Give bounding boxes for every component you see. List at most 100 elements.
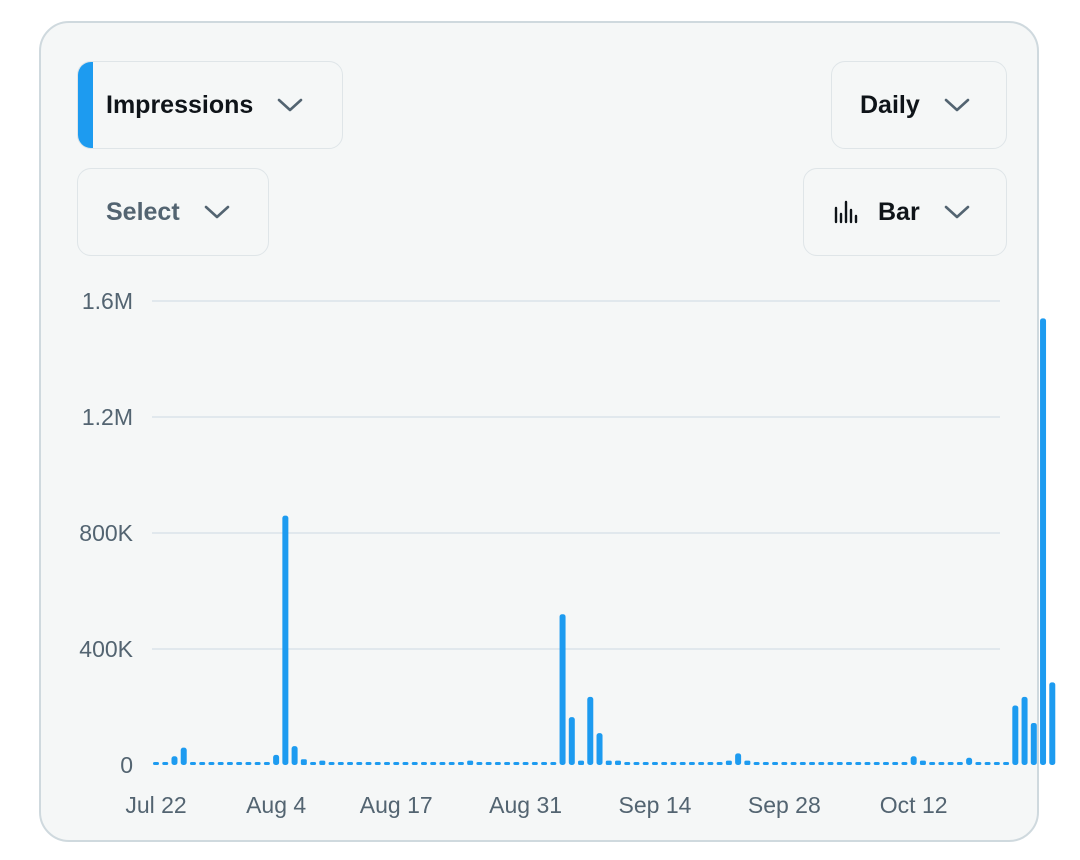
chart-bar[interactable] bbox=[753, 762, 760, 765]
chart-bar[interactable] bbox=[605, 760, 612, 765]
chart-bar[interactable] bbox=[725, 760, 732, 765]
chart-bar[interactable] bbox=[615, 760, 621, 765]
chart-bar[interactable] bbox=[171, 756, 178, 765]
chart-bar[interactable] bbox=[467, 760, 474, 765]
chart-bar[interactable] bbox=[864, 762, 871, 765]
chart-bar[interactable] bbox=[892, 762, 899, 765]
chart-bar[interactable] bbox=[1003, 762, 1010, 765]
chart-bar[interactable] bbox=[300, 759, 307, 765]
metric-dropdown[interactable]: Impressions bbox=[77, 61, 343, 149]
chart-bar[interactable] bbox=[356, 762, 363, 765]
chart-bar[interactable] bbox=[772, 762, 779, 765]
chart-bar[interactable] bbox=[846, 762, 852, 765]
chart-bar[interactable] bbox=[882, 762, 889, 765]
chart-bar[interactable] bbox=[596, 733, 603, 765]
chart-bar[interactable] bbox=[1012, 705, 1019, 765]
chart-bar[interactable] bbox=[947, 762, 954, 765]
chart-bar[interactable] bbox=[966, 757, 973, 765]
chart-bar[interactable] bbox=[365, 762, 372, 765]
chart-bar[interactable] bbox=[1040, 318, 1047, 765]
chart-bar[interactable] bbox=[199, 762, 206, 765]
chart-bar[interactable] bbox=[633, 762, 640, 765]
chart-bar[interactable] bbox=[180, 747, 187, 765]
chart-bar[interactable] bbox=[1030, 722, 1037, 765]
chart-bar[interactable] bbox=[559, 614, 566, 765]
chart-bar[interactable] bbox=[1049, 682, 1056, 765]
chart-bar[interactable] bbox=[504, 762, 511, 765]
chart-bar[interactable] bbox=[901, 762, 908, 765]
chart-bar[interactable] bbox=[485, 762, 492, 765]
chart-bar[interactable] bbox=[217, 762, 224, 765]
chart-bar[interactable] bbox=[688, 762, 695, 765]
chart-bar[interactable] bbox=[310, 762, 317, 765]
chart-bar[interactable] bbox=[984, 762, 991, 765]
chart-bar[interactable] bbox=[855, 762, 862, 765]
chart-bar[interactable] bbox=[975, 762, 982, 765]
chart-bar[interactable] bbox=[642, 762, 649, 765]
chart-bar[interactable] bbox=[374, 762, 381, 765]
chart-bar[interactable] bbox=[541, 762, 548, 765]
chart-bar[interactable] bbox=[226, 762, 233, 765]
chart-bar[interactable] bbox=[716, 762, 723, 765]
chart-bar[interactable] bbox=[679, 762, 686, 765]
chart-bar[interactable] bbox=[384, 762, 390, 765]
chart-bar[interactable] bbox=[337, 762, 344, 765]
chart-bar[interactable] bbox=[254, 762, 261, 765]
chart-bar[interactable] bbox=[568, 717, 575, 765]
chart-bar[interactable] bbox=[818, 762, 825, 765]
chart-bar[interactable] bbox=[430, 762, 437, 765]
chart-bar[interactable] bbox=[550, 762, 557, 765]
chart-bar[interactable] bbox=[236, 762, 243, 765]
chart-bar[interactable] bbox=[402, 762, 409, 765]
chart-bar[interactable] bbox=[919, 760, 926, 765]
chart-bar[interactable] bbox=[578, 760, 585, 765]
chart-bar[interactable] bbox=[993, 762, 1000, 765]
chart-bar[interactable] bbox=[245, 762, 252, 765]
chart-bar[interactable] bbox=[744, 760, 751, 765]
chart-bar[interactable] bbox=[790, 762, 797, 765]
chart-bar[interactable] bbox=[263, 762, 270, 765]
chart-bar[interactable] bbox=[670, 762, 677, 765]
chart-bar[interactable] bbox=[836, 762, 843, 765]
chart-bar[interactable] bbox=[707, 762, 714, 765]
chart-bar[interactable] bbox=[494, 762, 501, 765]
chart-bar[interactable] bbox=[698, 762, 705, 765]
chart-bar[interactable] bbox=[809, 762, 816, 765]
chart-bar[interactable] bbox=[929, 762, 936, 765]
chart-bar[interactable] bbox=[282, 515, 289, 765]
chart-bar[interactable] bbox=[347, 762, 354, 765]
chart-bar[interactable] bbox=[273, 754, 280, 765]
chart-bar[interactable] bbox=[651, 762, 658, 765]
chart-bar[interactable] bbox=[162, 762, 169, 765]
chart-bar[interactable] bbox=[827, 762, 834, 765]
chart-bar[interactable] bbox=[411, 762, 418, 765]
chart-bar[interactable] bbox=[799, 762, 806, 765]
chart-bar[interactable] bbox=[328, 762, 335, 765]
chart-bar[interactable] bbox=[393, 762, 400, 765]
chart-bar[interactable] bbox=[910, 756, 917, 765]
chart-bar[interactable] bbox=[420, 762, 427, 765]
chart-bar[interactable] bbox=[208, 762, 215, 765]
period-dropdown[interactable]: Daily bbox=[831, 61, 1007, 149]
chart-bar[interactable] bbox=[781, 762, 788, 765]
chart-bar[interactable] bbox=[448, 762, 455, 765]
chart-bar[interactable] bbox=[661, 762, 668, 765]
chart-bar[interactable] bbox=[873, 762, 880, 765]
chart-bar[interactable] bbox=[522, 762, 529, 765]
chart-bar[interactable] bbox=[762, 762, 769, 765]
chart-bar[interactable] bbox=[189, 762, 196, 765]
chart-bar[interactable] bbox=[439, 762, 446, 765]
chart-bar[interactable] bbox=[457, 762, 464, 765]
chart-bar[interactable] bbox=[624, 762, 631, 765]
chart-bar[interactable] bbox=[531, 762, 538, 765]
chart-bar[interactable] bbox=[956, 762, 963, 765]
comparison-select-dropdown[interactable]: Select bbox=[77, 168, 269, 256]
chart-bar[interactable] bbox=[587, 696, 594, 765]
chart-bar[interactable] bbox=[476, 762, 483, 765]
chart-bar[interactable] bbox=[735, 753, 742, 765]
chart-bar[interactable] bbox=[319, 760, 326, 765]
chart-bar[interactable] bbox=[938, 762, 945, 765]
chart-bar[interactable] bbox=[291, 746, 298, 765]
chart-bar[interactable] bbox=[513, 762, 520, 765]
chart-type-dropdown[interactable]: Bar bbox=[803, 168, 1007, 256]
